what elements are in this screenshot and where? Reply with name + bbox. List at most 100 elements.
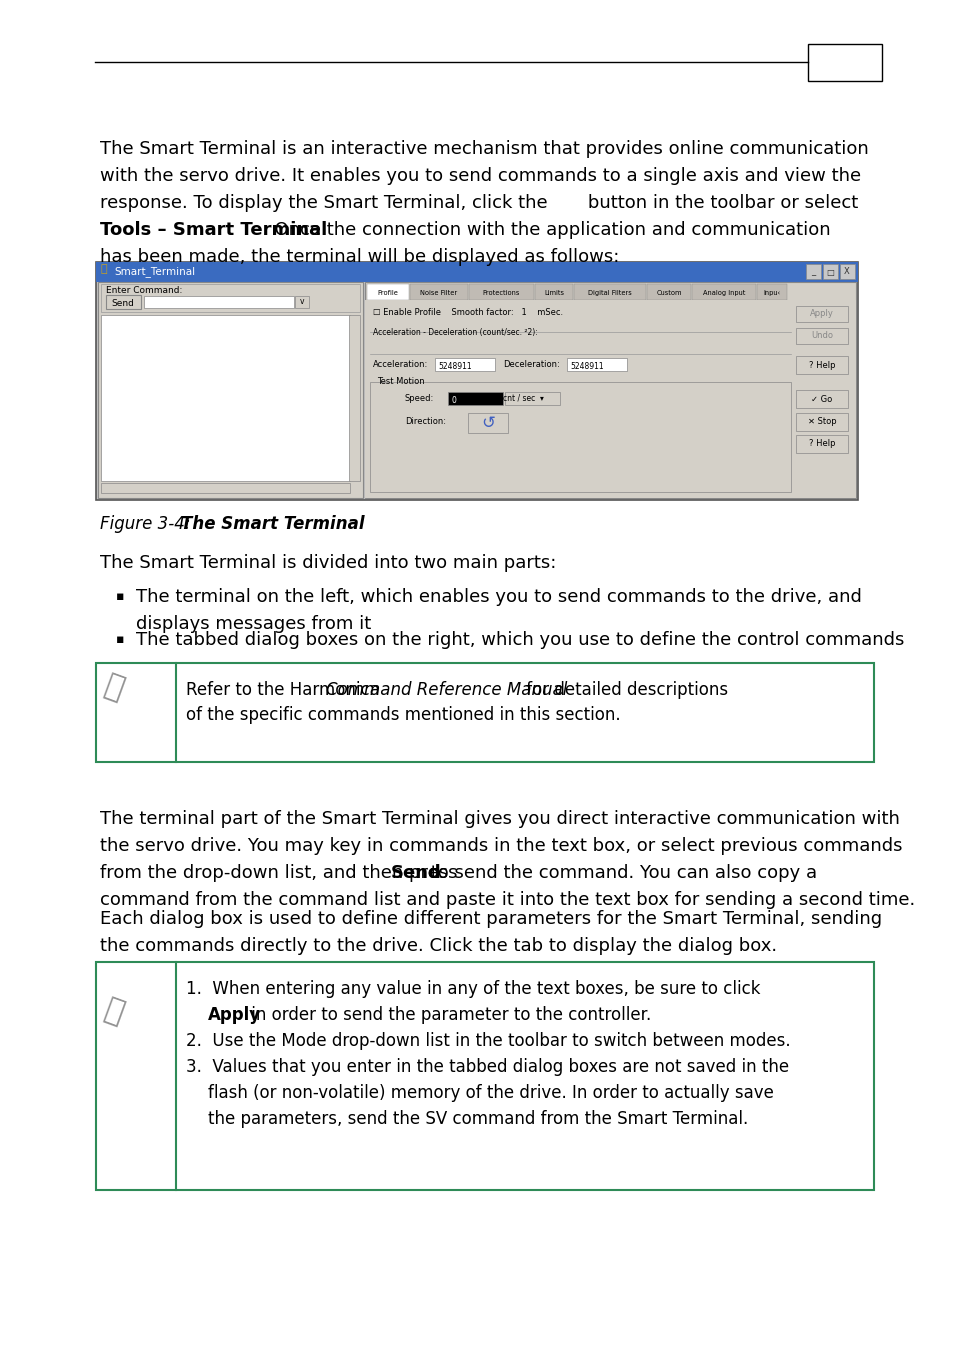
Bar	[96, 663, 873, 761]
Text: Analog Input: Analog Input	[702, 290, 744, 296]
Bar	[795, 413, 847, 431]
Text: The Smart Terminal is an interactive mechanism that provides online communicatio: The Smart Terminal is an interactive mec…	[100, 140, 868, 158]
Text: Smart_Terminal: Smart_Terminal	[113, 266, 195, 277]
Bar	[807, 45, 882, 81]
Bar	[365, 282, 855, 498]
Text: Acceleration - Deceleration (count/sec. ²2):: Acceleration - Deceleration (count/sec. …	[373, 328, 537, 338]
Bar	[144, 296, 294, 308]
Bar	[805, 265, 821, 279]
Bar	[96, 262, 857, 282]
Bar	[840, 265, 854, 279]
Bar	[294, 296, 309, 308]
Text: Inpu‹: Inpu‹	[762, 290, 780, 296]
Text: The terminal part of the Smart Terminal gives you direct interactive communicati: The terminal part of the Smart Terminal …	[100, 810, 899, 828]
Text: Deceleration:: Deceleration:	[502, 360, 559, 369]
Bar	[435, 358, 495, 371]
Text: Send: Send	[391, 864, 441, 882]
Text: X: X	[843, 267, 849, 277]
Text: the parameters, send the SV command from the Smart Terminal.: the parameters, send the SV command from…	[208, 1110, 747, 1129]
Text: ↺: ↺	[480, 414, 495, 432]
Bar	[646, 284, 690, 300]
Text: Limits: Limits	[543, 290, 563, 296]
Text: command from the command list and paste it into the text box for sending a secon: command from the command list and paste …	[100, 891, 914, 909]
Text: ? Help: ? Help	[808, 360, 835, 370]
Text: Refer to the Harmonica: Refer to the Harmonica	[186, 680, 385, 699]
Bar	[367, 284, 409, 300]
Bar	[795, 306, 847, 323]
Bar	[106, 296, 141, 309]
Bar	[795, 328, 847, 344]
Bar	[349, 315, 359, 481]
Bar	[410, 284, 468, 300]
Text: 5248911: 5248911	[569, 362, 603, 371]
Text: of the specific commands mentioned in this section.: of the specific commands mentioned in th…	[186, 706, 620, 724]
Bar	[365, 300, 855, 498]
Bar	[566, 358, 626, 371]
Bar	[370, 382, 790, 491]
Bar	[795, 435, 847, 454]
Text: The Smart Terminal: The Smart Terminal	[181, 514, 364, 533]
Text: ☐ Enable Profile    Smooth factor:   1    mSec.: ☐ Enable Profile Smooth factor: 1 mSec.	[373, 308, 562, 317]
Bar	[448, 392, 502, 405]
Bar	[504, 392, 559, 405]
Text: Acceleration:: Acceleration:	[373, 360, 428, 369]
Text: Command Reference Manual: Command Reference Manual	[326, 680, 567, 699]
Text: Speed:: Speed:	[405, 394, 434, 404]
Text: response. To display the Smart Terminal, click the       button in the toolbar o: response. To display the Smart Terminal,…	[100, 194, 858, 212]
Text: Digital Filters: Digital Filters	[587, 290, 631, 296]
Text: Tools – Smart Terminal: Tools – Smart Terminal	[100, 221, 327, 239]
Text: ⬛: ⬛	[101, 265, 108, 274]
Bar	[795, 390, 847, 408]
Text: 🖊: 🖊	[100, 995, 128, 1029]
Text: The Smart Terminal is divided into two main parts:: The Smart Terminal is divided into two m…	[100, 554, 556, 572]
Text: Enter Command:: Enter Command:	[106, 286, 182, 296]
Bar	[469, 284, 534, 300]
Bar	[101, 483, 350, 493]
Bar	[98, 282, 363, 498]
Text: in order to send the parameter to the controller.: in order to send the parameter to the co…	[246, 1006, 651, 1025]
Bar	[101, 284, 359, 312]
Text: the commands directly to the drive. Click the tab to display the dialog box.: the commands directly to the drive. Clic…	[100, 937, 777, 954]
Bar	[757, 284, 786, 300]
Text: Figure 3-4:: Figure 3-4:	[100, 514, 195, 533]
Text: ✓ Go: ✓ Go	[810, 394, 832, 404]
Text: □: □	[825, 267, 833, 277]
Text: The tabbed dialog boxes on the right, which you use to define the control comman: The tabbed dialog boxes on the right, wh…	[136, 630, 903, 649]
Bar	[795, 356, 847, 374]
Text: Each dialog box is used to define different parameters for the Smart Terminal, s: Each dialog box is used to define differ…	[100, 910, 882, 927]
Bar	[468, 413, 507, 433]
Text: Protections: Protections	[482, 290, 519, 296]
Text: Direction:: Direction:	[405, 417, 446, 427]
Text: displays messages from it: displays messages from it	[136, 616, 371, 633]
Text: ? Help: ? Help	[808, 440, 835, 448]
Text: with the servo drive. It enables you to send commands to a single axis and view : with the servo drive. It enables you to …	[100, 167, 861, 185]
Text: flash (or non-volatile) memory of the drive. In order to actually save: flash (or non-volatile) memory of the dr…	[208, 1084, 773, 1102]
Text: 5248911: 5248911	[437, 362, 471, 371]
Bar	[535, 284, 573, 300]
Text: ▪: ▪	[116, 590, 125, 603]
Text: 2.  Use the Mode drop-down list in the toolbar to switch between modes.: 2. Use the Mode drop-down list in the to…	[186, 1031, 790, 1050]
Bar	[691, 284, 755, 300]
Text: ✕ Stop: ✕ Stop	[807, 417, 836, 427]
Text: Send: Send	[112, 298, 134, 308]
Text: The terminal on the left, which enables you to send commands to the drive, and: The terminal on the left, which enables …	[136, 589, 861, 606]
Text: from the drop-down list, and then press: from the drop-down list, and then press	[100, 864, 463, 882]
Text: Test Motion: Test Motion	[376, 377, 424, 386]
Text: v: v	[299, 297, 304, 306]
Text: to send the command. You can also copy a: to send the command. You can also copy a	[424, 864, 817, 882]
Text: Apply: Apply	[809, 309, 833, 319]
Text: the servo drive. You may key in commands in the text box, or select previous com: the servo drive. You may key in commands…	[100, 837, 902, 855]
Text: 3.  Values that you enter in the tabbed dialog boxes are not saved in the: 3. Values that you enter in the tabbed d…	[186, 1058, 788, 1076]
Bar	[96, 262, 857, 500]
Text: Profile: Profile	[377, 290, 398, 296]
Text: cnt / sec  ▾: cnt / sec ▾	[502, 393, 543, 402]
Text: 🖊: 🖊	[100, 671, 128, 705]
Bar	[101, 315, 350, 481]
Text: ▪: ▪	[116, 633, 125, 647]
Bar	[574, 284, 645, 300]
Text: . Once the connection with the application and communication: . Once the connection with the applicati…	[263, 221, 830, 239]
Text: 1.  When entering any value in any of the text boxes, be sure to click: 1. When entering any value in any of the…	[186, 980, 760, 998]
Text: Undo: Undo	[810, 332, 832, 340]
Text: 0: 0	[452, 396, 456, 405]
Text: _: _	[810, 267, 814, 277]
